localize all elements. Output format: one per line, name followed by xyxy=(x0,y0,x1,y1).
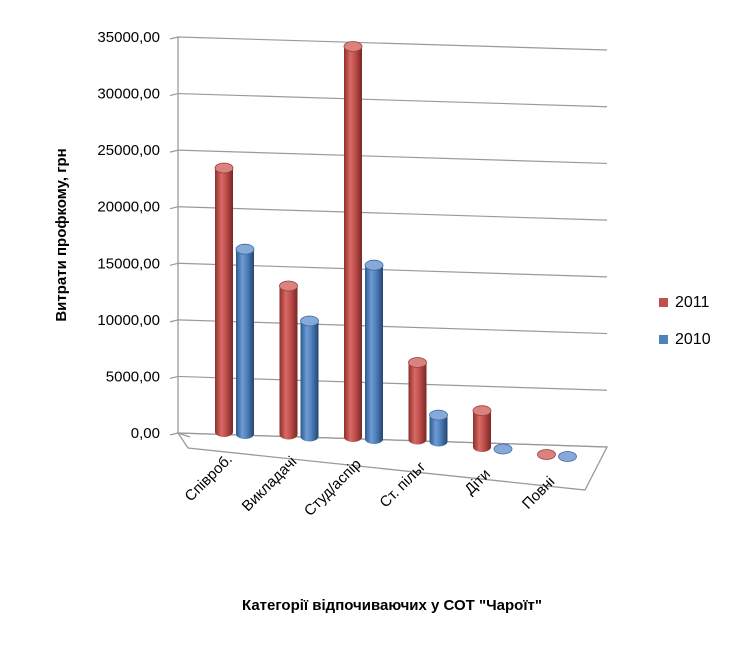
gridline xyxy=(177,92,608,108)
y-tick-label: 15000,00 xyxy=(97,255,160,272)
y-tick-label: 5000,00 xyxy=(106,368,160,385)
category-label: Співроб. xyxy=(182,451,236,505)
category-label: Повні xyxy=(519,473,558,512)
y-tick-mark xyxy=(169,92,179,97)
bar-2011-1 xyxy=(279,280,298,440)
category-label: Студ/аспір xyxy=(301,456,365,520)
gridline xyxy=(177,36,608,51)
x-axis-title: Категорії відпочиваючих у СОТ "Чароїт" xyxy=(242,597,542,614)
y-tick-mark xyxy=(169,375,179,380)
legend-swatch-2011 xyxy=(659,298,668,307)
y-tick-label: 30000,00 xyxy=(97,86,160,103)
y-tick-mark xyxy=(169,262,179,266)
y-axis-title: Витрати профкому, грн xyxy=(53,148,70,321)
gridlines xyxy=(169,36,608,448)
bar-2010-3 xyxy=(429,409,448,447)
y-tick-mark xyxy=(169,36,179,40)
y-tick-label: 0,00 xyxy=(131,425,160,442)
bar-2011-3 xyxy=(408,357,427,445)
bar-2011-5 xyxy=(537,449,556,460)
category-label: Ст. пільг xyxy=(376,458,429,511)
y-tick-mark xyxy=(169,149,179,153)
y-tick-label: 25000,00 xyxy=(97,142,160,159)
bar-2010-1 xyxy=(300,315,319,442)
legend-label-2010: 2010 xyxy=(675,331,711,348)
y-tick-label: 35000,00 xyxy=(97,29,160,46)
bar-2010-5 xyxy=(558,451,577,462)
bar-2010-4 xyxy=(493,443,513,455)
y-tick-label: 10000,00 xyxy=(97,312,160,329)
bar-2011-4 xyxy=(472,405,492,452)
category-label: Діти xyxy=(461,466,493,498)
y-tick-mark xyxy=(169,319,179,323)
bar-2010-2 xyxy=(364,259,384,444)
gridline xyxy=(177,206,608,221)
legend: 2011 2010 xyxy=(659,294,711,348)
bar-2011-2 xyxy=(343,41,363,442)
category-labels: Співроб. Викладачі Студ/аспір Ст. пільг Діти… xyxy=(182,451,559,520)
category-label: Викладачі xyxy=(239,453,301,515)
y-tick-mark xyxy=(169,206,179,210)
bar-2011-0 xyxy=(214,162,234,437)
gridline xyxy=(177,149,608,165)
bar-2010-0 xyxy=(235,243,255,439)
bars xyxy=(214,41,577,462)
y-tick-mark xyxy=(169,432,179,436)
y-axis-ticks: 0,00 5000,00 10000,00 15000,00 20000,00 25000… xyxy=(97,29,160,442)
legend-swatch-2010 xyxy=(659,335,668,344)
y-tick-label: 20000,00 xyxy=(97,199,160,216)
legend-label-2011: 2011 xyxy=(675,294,710,311)
